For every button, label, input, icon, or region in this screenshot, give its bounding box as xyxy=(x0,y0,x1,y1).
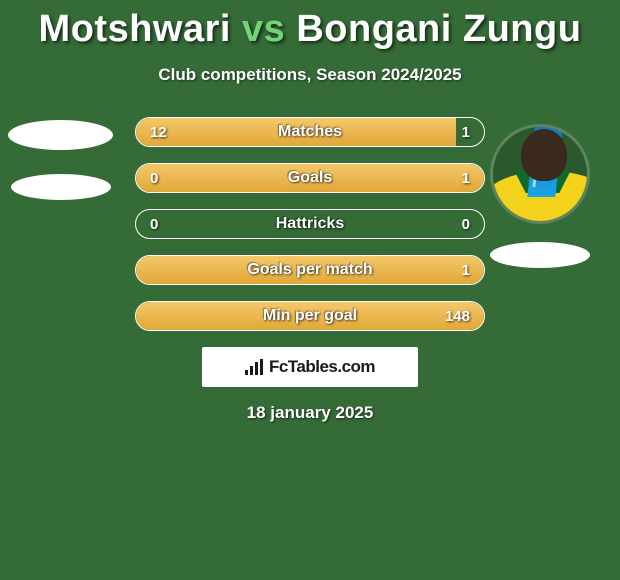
stat-row: 0 Hattricks 0 xyxy=(135,209,485,239)
stat-row: 0 Goals 1 xyxy=(135,163,485,193)
stat-left-value: 0 xyxy=(150,170,158,187)
stat-right-value: 1 xyxy=(462,170,470,187)
stat-right-value: 0 xyxy=(462,216,470,233)
stat-row: Min per goal 148 xyxy=(135,301,485,331)
branding-text: FcTables.com xyxy=(269,357,375,377)
stat-right-value: 1 xyxy=(462,124,470,141)
stat-right-value: 1 xyxy=(462,262,470,279)
stat-row: Goals per match 1 xyxy=(135,255,485,285)
comparison-title: Motshwari vs Bongani Zungu xyxy=(0,0,620,51)
stat-right-value: 148 xyxy=(445,308,470,325)
subtitle: Club competitions, Season 2024/2025 xyxy=(0,65,620,85)
stat-left-value: 0 xyxy=(150,216,158,233)
stat-left-value: 12 xyxy=(150,124,167,141)
branding-badge: FcTables.com xyxy=(202,347,418,387)
stat-label: Min per goal xyxy=(263,307,357,325)
bar-chart-icon xyxy=(245,359,265,375)
stat-row: 12 Matches 1 xyxy=(135,117,485,147)
stat-label: Matches xyxy=(278,123,342,141)
stat-label: Goals per match xyxy=(247,261,372,279)
stat-label: Hattricks xyxy=(276,215,344,233)
title-vs: vs xyxy=(231,8,296,50)
stats-container: 12 Matches 1 0 Goals 1 0 Hattricks 0 Goals per ma… xyxy=(0,117,620,331)
stat-label: Goals xyxy=(288,169,332,187)
player-left-name: Motshwari xyxy=(39,8,231,50)
date-label: 18 january 2025 xyxy=(0,403,620,423)
player-right-name: Bongani Zungu xyxy=(296,8,581,50)
